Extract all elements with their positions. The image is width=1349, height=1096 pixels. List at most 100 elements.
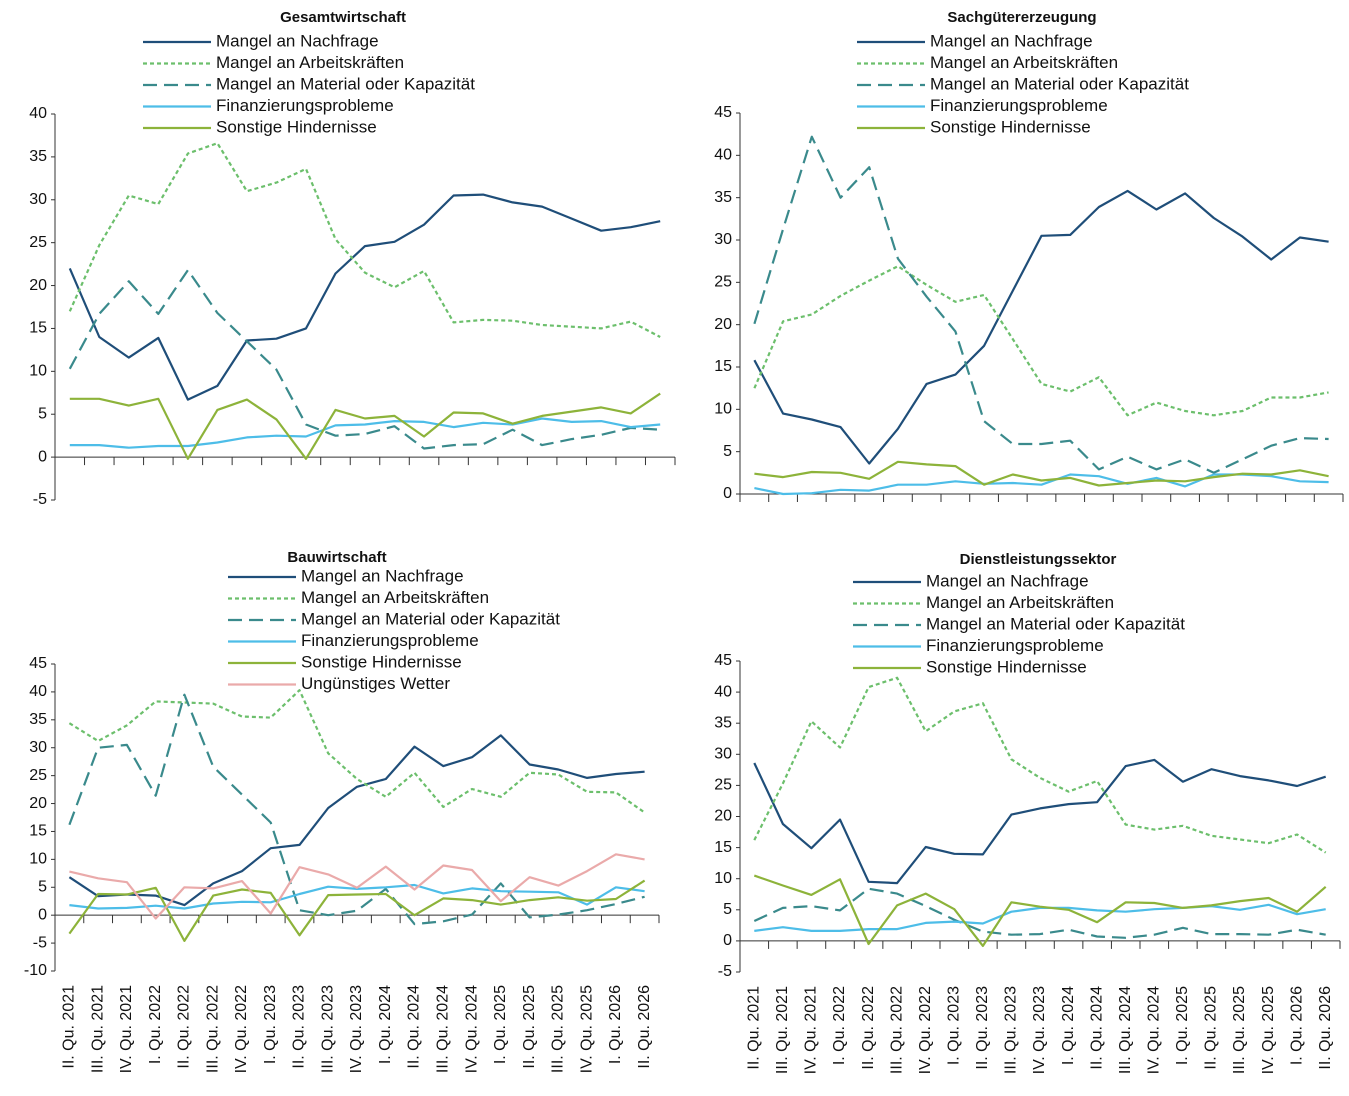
x-tick-label: I. Qu. 2022 <box>147 985 164 1064</box>
x-tick-label: II. Qu. 2024 <box>1088 986 1105 1070</box>
legend-label: Mangel an Arbeitskräften <box>216 53 404 72</box>
series-line <box>68 142 661 338</box>
y-tick-label: 10 <box>29 363 47 380</box>
chart-title: Gesamtwirtschaft <box>280 9 406 26</box>
y-tick-label: 30 <box>29 191 47 208</box>
legend-label: Mangel an Material oder Kapazität <box>216 74 475 93</box>
y-tick-label: 15 <box>714 839 732 856</box>
x-tick-label: I. Qu. 2024 <box>377 985 394 1064</box>
x-tick-label: IV. Qu. 2023 <box>348 985 365 1073</box>
legend-label: Sonstige Hindernisse <box>926 657 1087 676</box>
chart-title: Dienstleistungssektor <box>960 551 1117 568</box>
y-tick-label: 25 <box>714 777 732 794</box>
x-tick-label: IV. Qu. 2022 <box>917 986 934 1074</box>
x-tick-label: IV. Qu. 2024 <box>1146 986 1163 1074</box>
legend-label: Finanzierungsprobleme <box>301 631 479 650</box>
series-line <box>753 135 1329 474</box>
y-tick-label: 35 <box>29 711 47 728</box>
x-tick-label: I. Qu. 2023 <box>946 986 963 1065</box>
y-tick-label: 5 <box>38 878 47 895</box>
y-tick-label: 25 <box>29 767 47 784</box>
chart: Gesamtwirtschaft -5 0 5 10 15 20 25 30 35 40 Mangel… <box>29 9 676 508</box>
series-line <box>754 460 1329 487</box>
x-tick-label: III. Qu. 2023 <box>1003 986 1020 1074</box>
series-line <box>68 693 645 926</box>
y-tick-label: 40 <box>29 683 47 700</box>
x-tick-label: II. Qu. 2025 <box>521 985 538 1069</box>
x-tick-label: I. Qu. 2023 <box>262 985 279 1064</box>
series-line <box>753 676 1327 854</box>
y-tick-label: -5 <box>33 934 47 951</box>
y-tick-label: 0 <box>723 485 732 502</box>
legend-label: Sonstige Hindernisse <box>930 117 1091 136</box>
series-line <box>69 417 661 449</box>
x-tick-label: IV. Qu. 2021 <box>803 986 820 1074</box>
y-tick-label: 40 <box>714 147 732 164</box>
series-line <box>753 189 1329 465</box>
y-tick-label: 30 <box>714 231 732 248</box>
chart-title: Bauwirtschaft <box>287 549 386 566</box>
x-tick-label: III. Qu. 2025 <box>550 985 567 1073</box>
x-tick-label: III. Qu. 2024 <box>1117 986 1134 1074</box>
y-tick-label: 5 <box>723 443 732 460</box>
legend-label: Ungünstiges Wetter <box>301 674 450 693</box>
series-line <box>753 887 1326 939</box>
y-tick-label: 15 <box>29 823 47 840</box>
series-line <box>68 689 646 814</box>
x-tick-label: II. Qu. 2023 <box>291 985 308 1069</box>
y-tick-label: 30 <box>714 746 732 763</box>
y-tick-label: 25 <box>714 274 732 291</box>
x-tick-label: II. Qu. 2026 <box>1317 986 1334 1070</box>
y-tick-label: -5 <box>33 491 47 508</box>
x-tick-label: I. Qu. 2025 <box>492 985 509 1064</box>
x-tick-label: III. Qu. 2025 <box>1231 986 1248 1074</box>
x-tick-label: III. Qu. 2024 <box>435 985 452 1073</box>
legend-label: Finanzierungsprobleme <box>926 636 1104 655</box>
series-line <box>69 853 645 920</box>
legend-label: Sonstige Hindernisse <box>216 117 377 136</box>
x-tick-label: III. Qu. 2022 <box>888 986 905 1074</box>
x-tick-label: IV. Qu. 2025 <box>578 985 595 1073</box>
x-tick-label: III. Qu. 2021 <box>774 986 791 1074</box>
x-tick-label: II. Qu. 2022 <box>860 986 877 1070</box>
legend-label: Mangel an Nachfrage <box>926 571 1089 590</box>
series-line <box>68 734 645 907</box>
y-tick-label: -5 <box>718 963 732 980</box>
legend-label: Mangel an Material oder Kapazität <box>930 74 1189 93</box>
y-tick-label: -10 <box>24 962 47 979</box>
y-tick-label: 35 <box>714 189 732 206</box>
series-line <box>754 903 1326 932</box>
chart-title: Sachgütererzeugung <box>947 9 1096 26</box>
y-tick-label: 5 <box>38 405 47 422</box>
legend-label: Mangel an Nachfrage <box>930 31 1093 50</box>
legend-label: Mangel an Arbeitskräften <box>930 53 1118 72</box>
y-tick-label: 0 <box>38 448 47 465</box>
x-tick-label: III. Qu. 2022 <box>204 985 221 1073</box>
chart: Bauwirtschaft -10 -5 0 5 10 15 20 25 30 35 40 45 II. … <box>24 549 660 1073</box>
legend-label: Finanzierungsprobleme <box>216 96 394 115</box>
legend-label: Mangel an Material oder Kapazität <box>926 614 1185 633</box>
y-tick-label: 45 <box>714 104 732 121</box>
y-tick-label: 0 <box>38 906 47 923</box>
x-tick-label: I. Qu. 2022 <box>831 986 848 1065</box>
legend-label: Mangel an Nachfrage <box>216 31 379 50</box>
legend-label: Mangel an Arbeitskräften <box>926 593 1114 612</box>
x-tick-label: II. Qu. 2023 <box>974 986 991 1070</box>
y-tick-label: 40 <box>714 683 732 700</box>
series-line <box>754 473 1329 496</box>
y-tick-label: 15 <box>714 358 732 375</box>
y-tick-label: 20 <box>29 795 47 812</box>
y-tick-label: 35 <box>714 714 732 731</box>
x-tick-label: II. Qu. 2024 <box>406 985 423 1069</box>
series-line <box>68 879 646 942</box>
x-tick-label: II. Qu. 2026 <box>636 985 653 1069</box>
series-line <box>753 758 1327 885</box>
y-tick-label: 10 <box>714 401 732 418</box>
x-tick-label: II. Qu. 2021 <box>61 985 78 1069</box>
y-tick-label: 30 <box>29 739 47 756</box>
series-line <box>68 269 661 450</box>
x-tick-label: I. Qu. 2024 <box>1060 986 1077 1065</box>
x-tick-label: III. Qu. 2021 <box>89 985 106 1073</box>
y-tick-label: 5 <box>723 901 732 918</box>
